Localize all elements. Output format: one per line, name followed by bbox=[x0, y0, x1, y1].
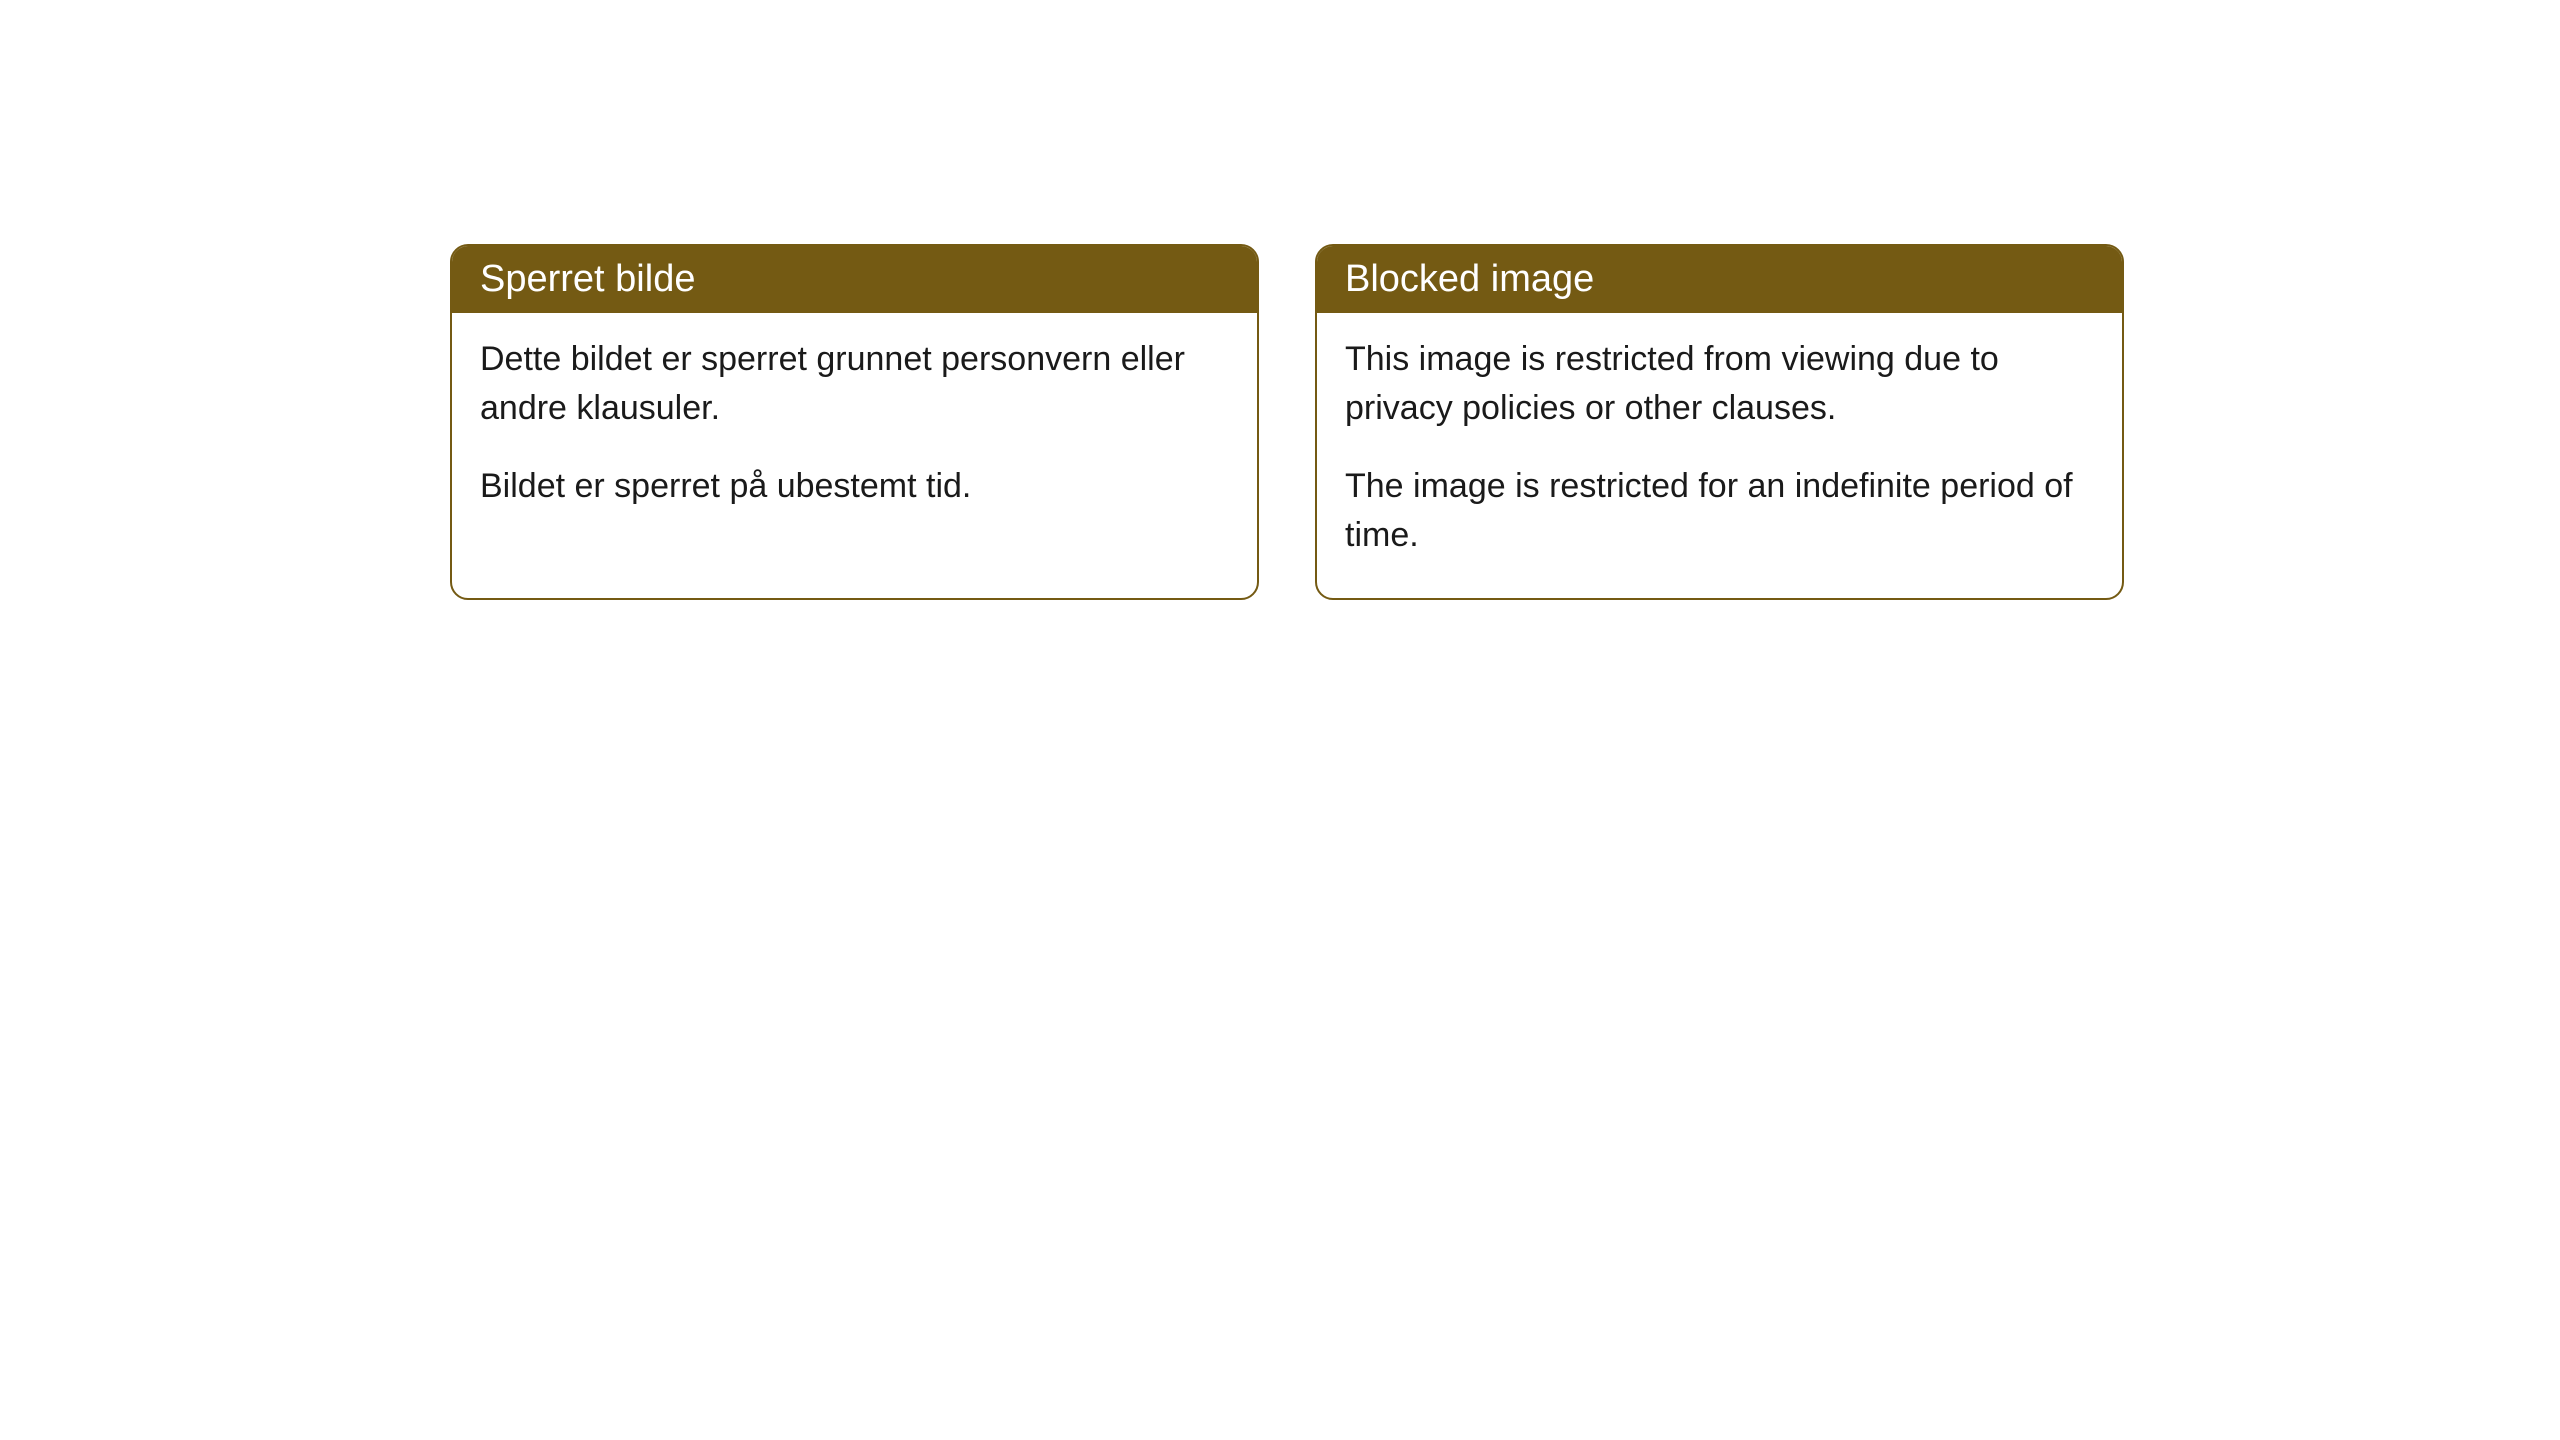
card-norwegian: Sperret bilde Dette bildet er sperret gr… bbox=[450, 244, 1259, 600]
card-paragraph-1-norwegian: Dette bildet er sperret grunnet personve… bbox=[480, 335, 1229, 434]
card-paragraph-1-english: This image is restricted from viewing du… bbox=[1345, 335, 2094, 434]
card-header-english: Blocked image bbox=[1317, 246, 2122, 313]
card-title-english: Blocked image bbox=[1345, 258, 1594, 300]
card-title-norwegian: Sperret bilde bbox=[480, 258, 695, 300]
cards-container: Sperret bilde Dette bildet er sperret gr… bbox=[450, 244, 2124, 600]
card-paragraph-2-english: The image is restricted for an indefinit… bbox=[1345, 462, 2094, 561]
card-header-norwegian: Sperret bilde bbox=[452, 246, 1257, 313]
card-paragraph-2-norwegian: Bildet er sperret på ubestemt tid. bbox=[480, 462, 1229, 511]
card-body-norwegian: Dette bildet er sperret grunnet personve… bbox=[452, 313, 1257, 549]
card-body-english: This image is restricted from viewing du… bbox=[1317, 313, 2122, 598]
card-english: Blocked image This image is restricted f… bbox=[1315, 244, 2124, 600]
